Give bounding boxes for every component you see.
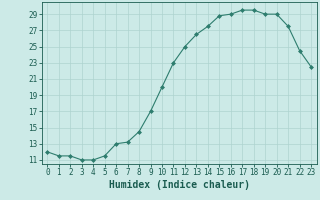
X-axis label: Humidex (Indice chaleur): Humidex (Indice chaleur) — [109, 180, 250, 190]
